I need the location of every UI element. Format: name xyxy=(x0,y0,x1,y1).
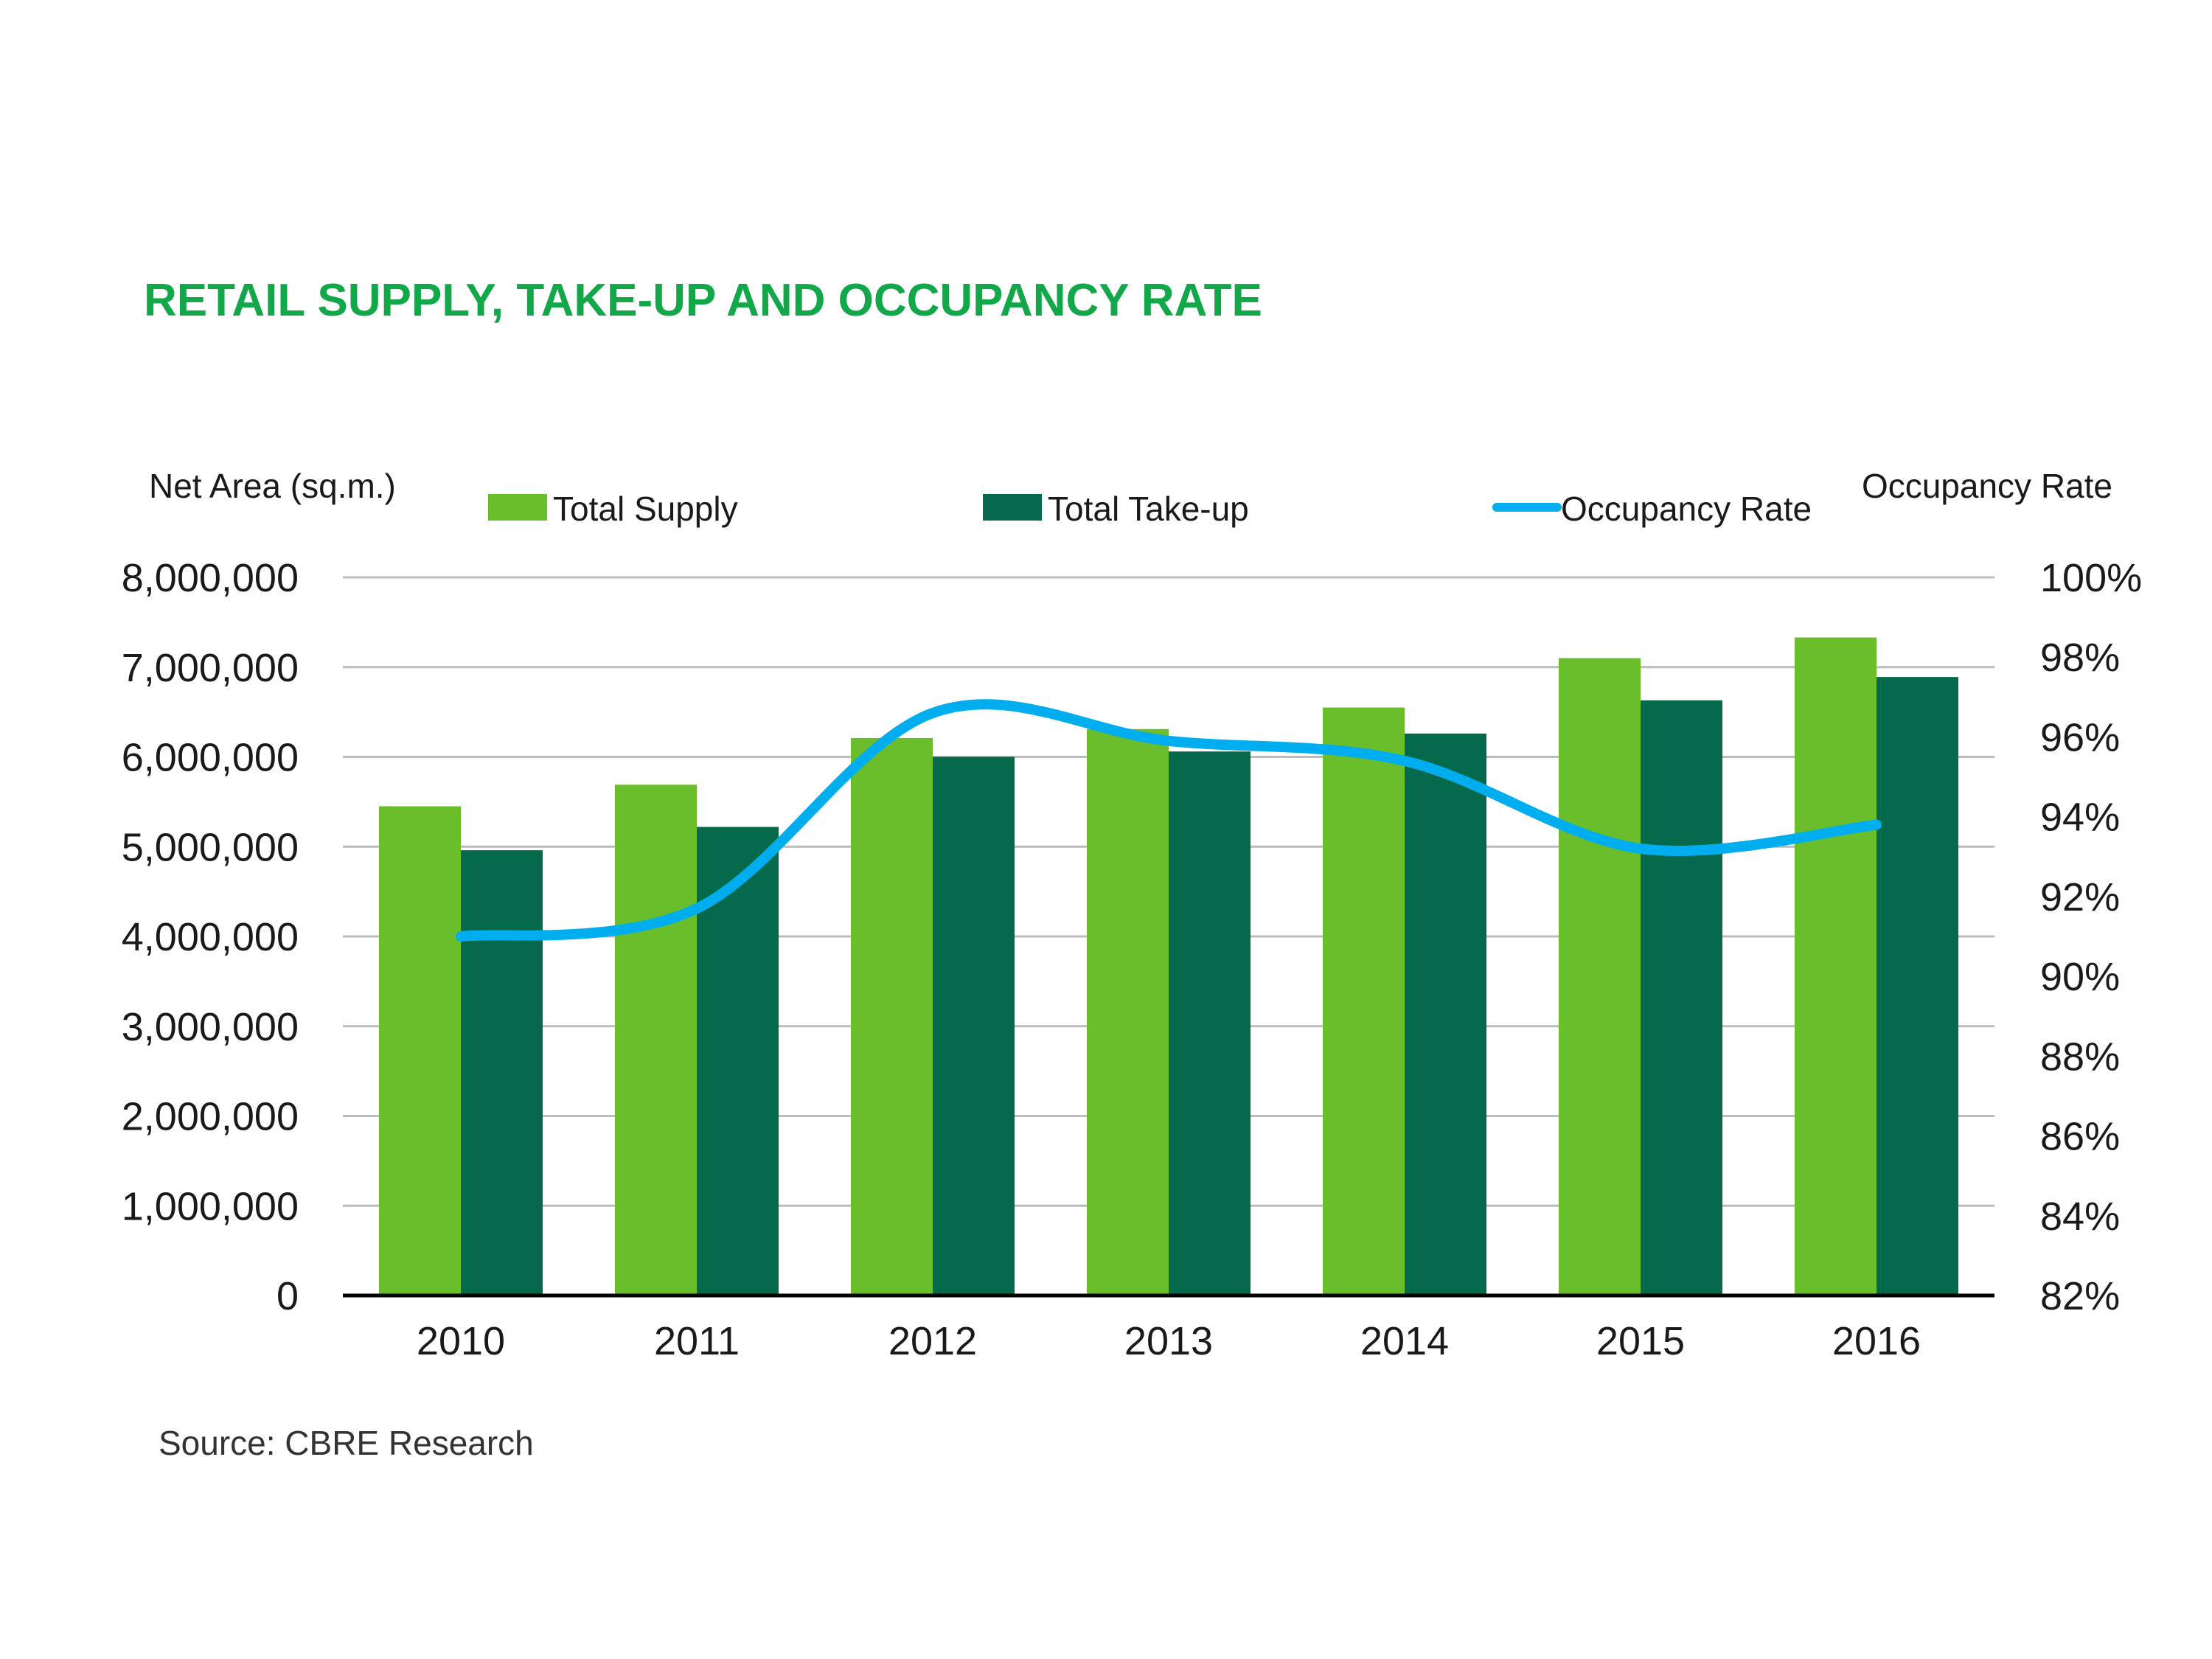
bar-total-supply xyxy=(615,785,697,1295)
right-axis-tick-label: 88% xyxy=(2040,1034,2120,1079)
legend-swatch-total-supply xyxy=(488,494,547,521)
bar-total-take-up xyxy=(1641,700,1722,1295)
bar-total-supply xyxy=(1323,707,1405,1295)
bar-total-supply xyxy=(1087,728,1169,1295)
right-axis-tick-label: 90% xyxy=(2040,955,2120,999)
left-axis-tick-label: 2,000,000 xyxy=(122,1095,299,1139)
occupancy-rate-point xyxy=(1640,848,1641,849)
legend: Total Supply Total Take-up Occupancy Rat… xyxy=(488,490,1812,528)
right-axis-ticks: 82% 84% 86% 88% 90% 92% 94% 96% 98% 100% xyxy=(2040,556,2142,1318)
x-axis-tick-label: 2015 xyxy=(1596,1319,1685,1363)
occupancy-rate-point xyxy=(932,712,933,714)
right-axis-title: Occupancy Rate xyxy=(1862,467,2112,505)
x-axis-tick-label: 2012 xyxy=(888,1319,977,1363)
chart-title: RETAIL SUPPLY, TAKE-UP AND OCCUPANCY RAT… xyxy=(144,275,1262,326)
right-axis-tick-label: 94% xyxy=(2040,796,2120,840)
bar-total-supply xyxy=(851,737,933,1295)
left-axis-tick-label: 0 xyxy=(276,1274,299,1318)
bar-total-take-up xyxy=(1877,677,1958,1295)
occupancy-rate-point xyxy=(1168,740,1169,742)
left-axis-ticks: 0 1,000,000 2,000,000 3,000,000 4,000,000 5,0… xyxy=(122,556,299,1318)
bar-total-take-up xyxy=(1169,751,1251,1295)
x-axis-tick-label: 2013 xyxy=(1124,1319,1213,1363)
bar-total-supply xyxy=(379,806,461,1295)
occupancy-rate-point xyxy=(1876,824,1877,825)
right-axis-tick-label: 84% xyxy=(2040,1194,2120,1239)
left-axis-tick-label: 6,000,000 xyxy=(122,736,299,780)
right-axis-tick-label: 92% xyxy=(2040,875,2120,919)
left-axis-tick-label: 7,000,000 xyxy=(122,646,299,690)
left-axis-tick-label: 1,000,000 xyxy=(122,1184,299,1228)
bar-total-take-up xyxy=(933,757,1015,1295)
x-axis-ticks: 2010 2011 2012 2013 2014 2015 2016 xyxy=(417,1319,1921,1363)
occupancy-rate-point xyxy=(460,936,462,937)
bar-total-take-up xyxy=(461,850,543,1295)
x-axis-tick-label: 2011 xyxy=(654,1319,740,1363)
right-axis-tick-label: 98% xyxy=(2040,636,2120,680)
legend-swatch-total-take-up xyxy=(983,494,1042,521)
occupancy-rate-point xyxy=(696,908,698,909)
x-axis-tick-label: 2016 xyxy=(1832,1319,1921,1363)
source-note: Source: CBRE Research xyxy=(159,1424,534,1462)
legend-label-total-supply: Total Supply xyxy=(553,490,738,528)
occupancy-rate-point xyxy=(1404,760,1405,762)
right-axis-tick-label: 100% xyxy=(2040,556,2142,600)
x-axis-tick-label: 2010 xyxy=(417,1319,505,1363)
occupancy-rate-line xyxy=(456,699,1882,942)
left-axis-tick-label: 3,000,000 xyxy=(122,1005,299,1049)
left-axis-tick-label: 4,000,000 xyxy=(122,915,299,959)
left-axis-tick-label: 8,000,000 xyxy=(122,556,299,600)
occupancy-line-layer xyxy=(456,699,1882,942)
left-axis-title: Net Area (sq.m.) xyxy=(149,467,396,505)
legend-label-occupancy-rate: Occupancy Rate xyxy=(1561,490,1812,528)
bar-total-take-up xyxy=(1405,733,1486,1295)
right-axis-tick-label: 86% xyxy=(2040,1115,2120,1159)
bar-total-supply xyxy=(1795,637,1877,1295)
right-axis-tick-label: 96% xyxy=(2040,715,2120,759)
left-axis-tick-label: 5,000,000 xyxy=(122,825,299,869)
x-axis-tick-label: 2014 xyxy=(1360,1319,1449,1363)
bar-total-supply xyxy=(1559,658,1641,1295)
bars xyxy=(379,637,1958,1295)
right-axis-tick-label: 82% xyxy=(2040,1274,2120,1318)
legend-label-total-take-up: Total Take-up xyxy=(1048,490,1249,528)
